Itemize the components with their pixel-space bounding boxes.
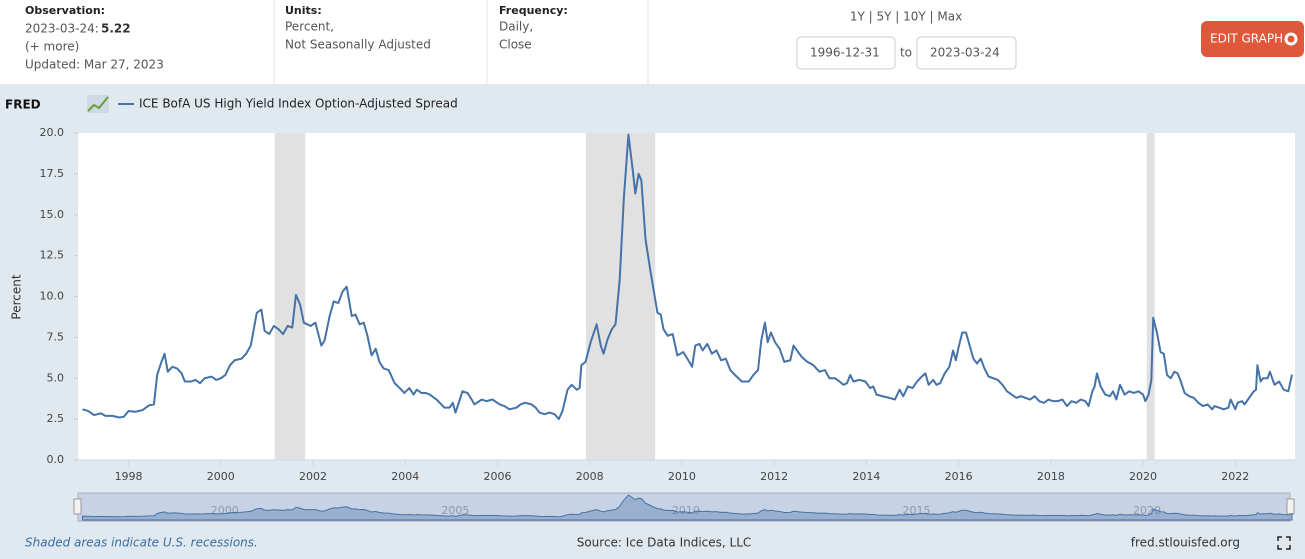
y-tick-label: 12.5: [40, 249, 65, 262]
nav-area: [81, 494, 1293, 521]
legend-label: ICE BofA US High Yield Index Option-Adju…: [139, 97, 458, 111]
units-label: Units:: [285, 4, 322, 17]
x-tick-label: 2000: [207, 470, 235, 483]
start-date: 1996-12-31: [810, 46, 880, 60]
x-tick-label: 2022: [1221, 470, 1249, 483]
x-tick-label: 2006: [483, 470, 511, 483]
recession-band: [274, 133, 306, 460]
y-axis-label: Percent: [10, 274, 24, 319]
plot-area: [78, 133, 1295, 460]
y-tick-label: 2.5: [47, 412, 65, 425]
corner: [1277, 545, 1282, 550]
frequency-value: Daily,: [499, 20, 533, 34]
navigator-label: 2005: [441, 504, 469, 517]
site: fred.stlouisfed.org: [1131, 536, 1240, 550]
x-tick-label: 2016: [945, 470, 973, 483]
x-tick-label: 2014: [852, 470, 880, 483]
corner: [1286, 536, 1291, 541]
y-tick-label: 15.0: [40, 208, 65, 221]
gear-icon: [1284, 32, 1298, 46]
navigator-handle[interactable]: [73, 498, 82, 515]
fullscreen-icon[interactable]: [1277, 536, 1291, 550]
updated: Updated: Mar 27, 2023: [25, 58, 164, 72]
x-tick-label: 2008: [576, 470, 604, 483]
source: Source: Ice Data Indices, LLC: [577, 536, 752, 550]
x-tick-label: 2010: [668, 470, 696, 483]
x-tick-label: 1998: [115, 470, 143, 483]
to-label: to: [900, 46, 912, 60]
end-date-input[interactable]: [916, 36, 1017, 70]
corner: [1286, 545, 1291, 550]
recession-band: [586, 133, 656, 460]
logo-icon-line: [87, 96, 109, 112]
logo-icon: [87, 95, 109, 113]
y-tick-label: 20.0: [40, 126, 65, 139]
header: Observation: 2023-03-24: 5.22 (+ more) U…: [25, 0, 1304, 84]
y-tick-label: 10.0: [40, 290, 65, 303]
logo-icon-bg: [87, 95, 109, 113]
observation-label: Observation:: [25, 4, 105, 17]
fred-logo: FRED: [5, 98, 41, 112]
x-tick-label: 2004: [391, 470, 419, 483]
x-tick-label: 2002: [299, 470, 327, 483]
range-options[interactable]: 1Y | 5Y | 10Y | Max: [850, 10, 962, 24]
edit-graph-button[interactable]: [1201, 21, 1304, 57]
recession-note: Shaded areas indicate U.S. recessions.: [25, 536, 258, 550]
observation-date: 2023-03-24:: [25, 22, 99, 36]
observation-value: 5.22: [101, 22, 131, 36]
recession-band: [1146, 133, 1155, 460]
x-tick-label: 2020: [1129, 470, 1157, 483]
units-value: Not Seasonally Adjusted: [285, 38, 431, 52]
end-date: 2023-03-24: [930, 46, 1000, 60]
navigator-label: 2020: [1133, 504, 1161, 517]
y-tick-label: 5.0: [47, 371, 65, 384]
navigator-label: 2010: [672, 504, 700, 517]
edit-graph-label: EDIT GRAPH: [1210, 32, 1283, 46]
y-tick-label: 7.5: [47, 330, 65, 343]
y-tick-label: 17.5: [40, 167, 65, 180]
x-tick-label: 2018: [1037, 470, 1065, 483]
y-tick-label: 0.0: [47, 453, 65, 466]
frequency-value: Close: [499, 38, 532, 52]
navigator-handle[interactable]: [1286, 498, 1295, 515]
corner: [1277, 536, 1282, 541]
units-value: Percent,: [285, 20, 334, 34]
start-date-input[interactable]: [796, 36, 896, 70]
series-line: [82, 133, 1293, 421]
more-link[interactable]: (+ more): [25, 40, 79, 54]
x-tick-label: 2012: [760, 470, 788, 483]
frequency-label: Frequency:: [499, 4, 568, 17]
